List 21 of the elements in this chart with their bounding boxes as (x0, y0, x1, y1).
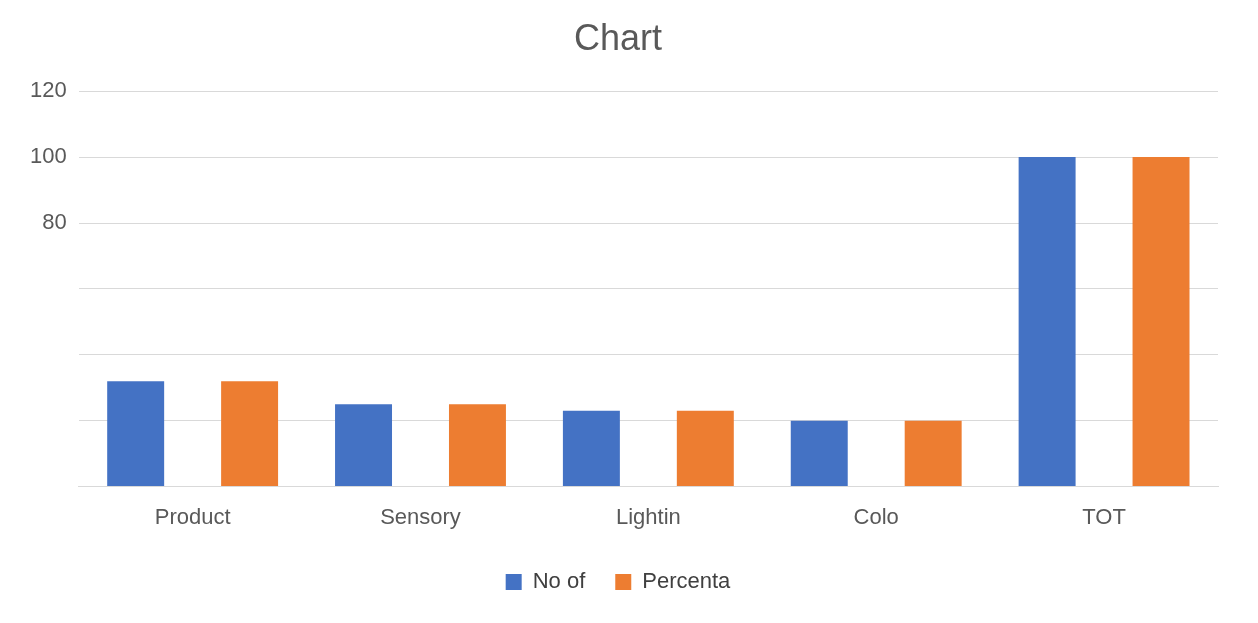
bar (1132, 157, 1190, 487)
bar (107, 381, 165, 487)
y-tick-label: 80 (42, 209, 67, 235)
bar (448, 404, 506, 487)
legend-label: No of (532, 568, 587, 594)
x-tick-label: Product (154, 503, 231, 529)
bar (676, 410, 734, 487)
bar (221, 381, 279, 487)
chart-title: Chart (573, 16, 663, 58)
bar (790, 420, 848, 487)
x-tick-label: Colo (853, 503, 899, 529)
bar (335, 404, 393, 487)
x-tick-label: Sensory (380, 503, 461, 529)
bar (1018, 157, 1076, 487)
x-tick-label: TOT (1082, 503, 1126, 529)
bar (562, 410, 620, 487)
legend-label: Percenta (642, 568, 732, 594)
x-tick-label: Lightin (615, 503, 681, 529)
y-tick-label: 120 (29, 77, 67, 103)
bar (904, 420, 962, 487)
y-tick-label: 100 (29, 143, 67, 169)
